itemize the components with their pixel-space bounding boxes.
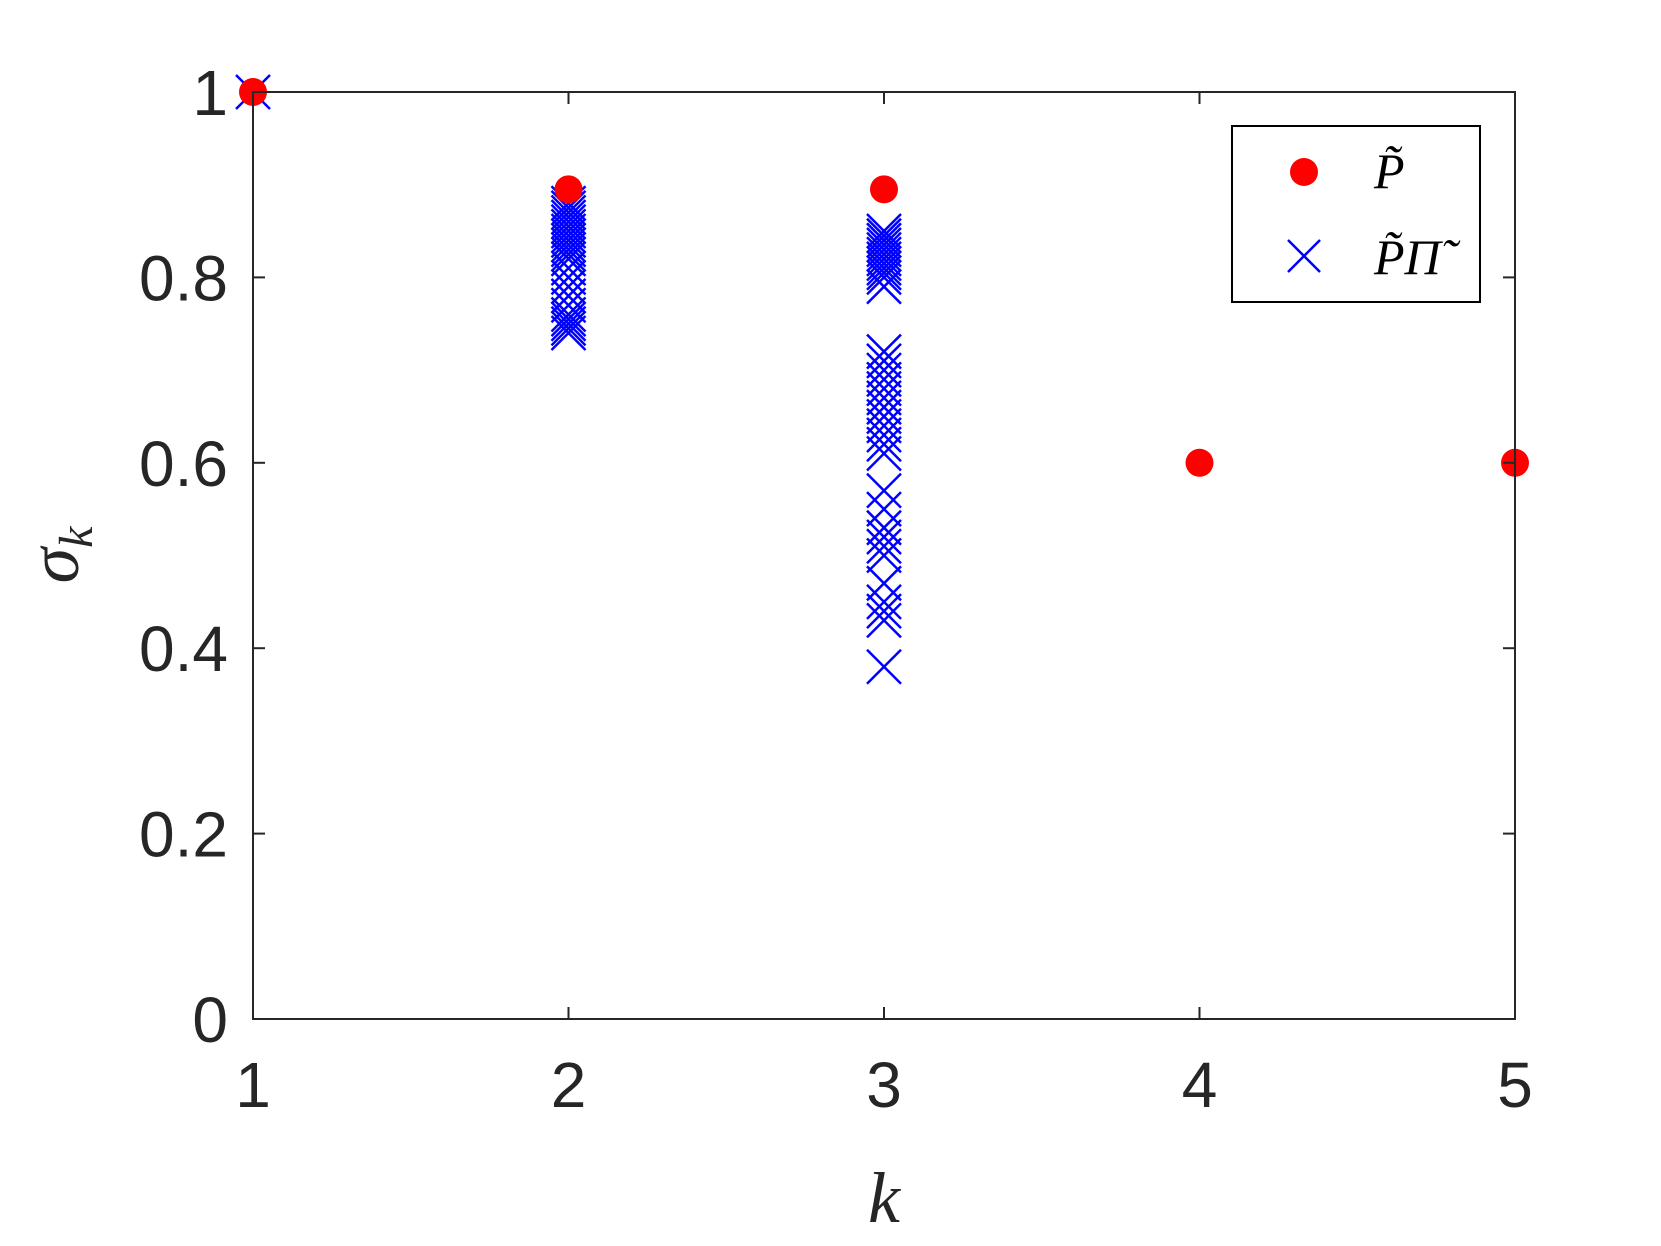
point-p-pi-tilde (866, 435, 902, 472)
point-p-pi-tilde (866, 583, 902, 620)
y-tick-label: 0.2 (139, 799, 228, 871)
point-p-tilde (870, 175, 898, 204)
point-p-pi-tilde (866, 528, 902, 565)
point-p-tilde (554, 175, 583, 204)
point-p-pi-tilde (866, 593, 902, 630)
point-p-pi-tilde (550, 296, 587, 333)
point-p-pi-tilde (550, 240, 587, 277)
legend-box (1231, 125, 1481, 303)
axis-ticks (252, 91, 1516, 1020)
y-tick-label: 1 (192, 57, 228, 129)
legend-marker-p-tilde (1290, 158, 1318, 186)
point-p-pi-tilde (866, 648, 902, 685)
y-tick-label: 0.4 (139, 613, 228, 685)
point-p-pi-tilde (866, 426, 902, 463)
point-p-pi-tilde (866, 389, 902, 426)
point-p-pi-tilde (866, 361, 902, 398)
point-p-pi-tilde (866, 240, 902, 277)
y-axis-label: σk (14, 525, 103, 584)
legend: P̃ P̃Π̃ (1231, 125, 1481, 303)
point-p-pi-tilde (866, 380, 902, 416)
point-p-pi-tilde (550, 250, 587, 287)
point-p-pi-tilde (866, 509, 902, 546)
point-p-pi-tilde (550, 301, 587, 337)
point-p-pi-tilde (866, 602, 902, 639)
x-tick-label: 5 (1497, 1049, 1533, 1121)
point-p-pi-tilde (866, 472, 902, 509)
point-p-pi-tilde (550, 222, 587, 259)
point-p-pi-tilde (550, 305, 587, 342)
point-p-pi-tilde (866, 519, 902, 555)
point-p-pi-tilde (550, 259, 587, 296)
y-axis-label-subscript: k (50, 525, 103, 548)
point-p-pi-tilde (550, 231, 587, 268)
point-p-pi-tilde (866, 417, 902, 453)
x-tick-labels: 1 2 3 4 5 (235, 1049, 1533, 1121)
point-p-pi-tilde (866, 342, 902, 379)
point-p-pi-tilde (550, 310, 587, 347)
y-tick-labels: 0 0.2 0.4 0.6 0.8 1 (139, 57, 228, 1056)
point-p-pi-tilde (866, 370, 902, 407)
data-marks (235, 74, 1529, 685)
point-p-pi-tilde (866, 268, 902, 305)
point-p-tilde (1185, 448, 1214, 477)
y-tick-label: 0.6 (139, 428, 228, 500)
y-tick-label: 0.8 (139, 242, 228, 314)
y-axis-label-main: σ (14, 545, 94, 583)
point-p-pi-tilde (866, 352, 902, 388)
x-axis-label: k (868, 1158, 902, 1238)
point-p-pi-tilde (866, 565, 902, 602)
point-p-pi-tilde (866, 407, 902, 444)
x-tick-label: 1 (235, 1049, 271, 1121)
point-p-pi-tilde (550, 315, 587, 351)
x-tick-label: 3 (866, 1049, 902, 1121)
point-p-pi-tilde (866, 491, 902, 528)
legend-label-p-tilde: P̃ (1373, 143, 1405, 199)
point-p-pi-tilde (866, 254, 902, 291)
x-tick-label: 4 (1182, 1049, 1218, 1121)
point-p-pi-tilde (866, 537, 902, 574)
x-tick-label: 2 (551, 1049, 587, 1121)
point-p-pi-tilde (866, 333, 902, 370)
point-p-pi-tilde (866, 259, 902, 296)
y-tick-label: 0 (192, 984, 228, 1056)
point-p-pi-tilde (866, 250, 902, 287)
svg-text:σk: σk (14, 525, 103, 584)
point-p-pi-tilde (866, 398, 902, 435)
point-p-pi-tilde (550, 268, 587, 305)
legend-marker-p-pi-tilde (1287, 239, 1321, 273)
